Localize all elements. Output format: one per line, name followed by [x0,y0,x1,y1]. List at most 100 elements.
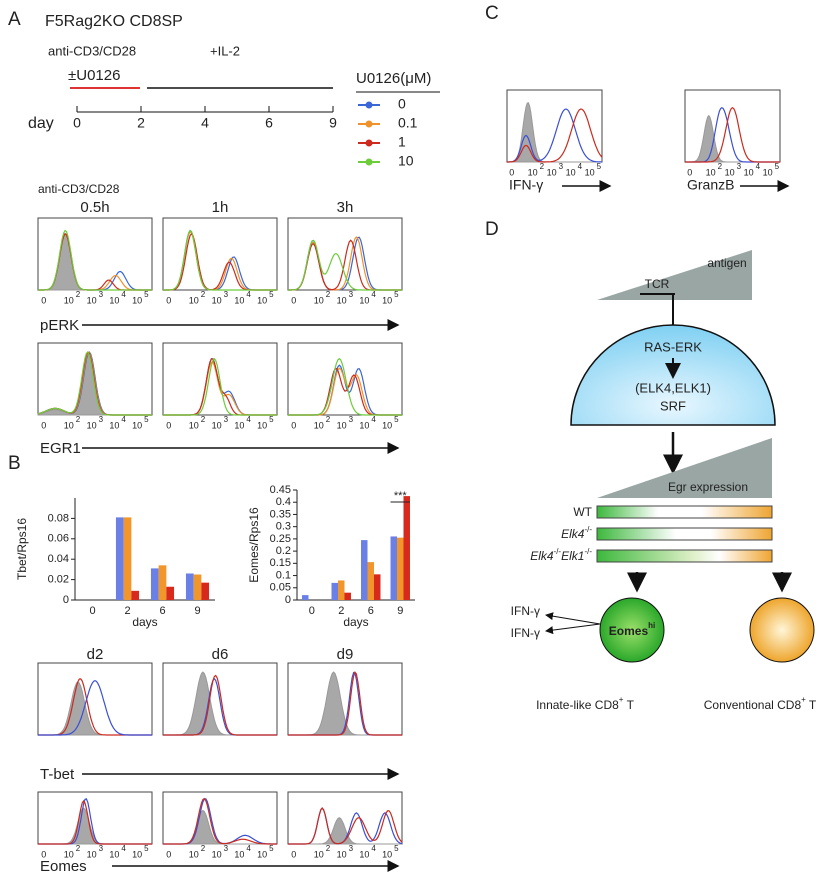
axis-tick-exponent: 3 [349,844,354,853]
axis-tick-exponent: 4 [246,844,251,853]
legend-title: U0126(μM) [356,70,431,87]
time-label: 1h [212,199,229,216]
histogram-frame [162,662,278,736]
histogram-frame [37,791,153,845]
bar [302,595,309,600]
genotype-gene: Elk4 [530,549,554,563]
axis-tick-label: 0 [509,167,514,177]
legend-label: 10 [398,153,414,169]
histogram-frame [684,89,781,163]
bar [361,540,368,600]
pathway-label: SRF [660,398,686,413]
histogram-curve [163,229,277,291]
axis-tick-label: 10 [314,849,324,859]
axis-tick-exponent: 3 [737,162,742,171]
x-tick-label: 2 [124,605,130,617]
x-tick-label: 0 [309,605,315,617]
y-tick-label: 0 [63,594,69,606]
secretion-arrow [545,623,601,635]
histogram-frame [287,342,403,416]
axis-tick-label: 10 [64,295,74,305]
axis-tick-exponent: 5 [269,290,274,299]
marker-label: EGR1 [40,440,81,457]
x-axis-label: days [343,615,368,629]
bar [131,590,140,600]
legend-marker [365,120,373,128]
cell-type-text: T [623,698,634,712]
x-tick-label: 6 [368,605,374,617]
axis-tick-exponent: 2 [201,415,206,424]
axis-tick-exponent: 3 [99,844,104,853]
y-tick-label: 0.3 [276,521,291,533]
axis-tick-label: 10 [132,849,142,859]
axis-tick-exponent: 4 [246,415,251,424]
axis-tick-label: 10 [234,849,244,859]
histogram-curve [38,799,152,845]
bar [373,574,381,600]
axis-tick-exponent: 4 [246,290,251,299]
eomes-label: Eomeshi [609,621,655,638]
x-tick-label: 0 [89,605,95,617]
genotype-gene: Elk1 [561,549,584,563]
histogram-curve [288,807,403,845]
cell-type-text: Conventional CD8 [704,698,802,712]
marker-label: pERK [40,317,79,334]
conventional-cell [749,597,815,663]
bar [158,565,167,600]
title: F5Rag2KO CD8SP [45,13,183,30]
egr-gradient [597,438,772,498]
histogram-curve [507,108,603,163]
marker-label: Eomes [40,858,87,875]
egr-label: Egr expression [668,480,748,494]
axis-tick-exponent: 5 [144,844,149,853]
axis-tick-exponent: 3 [559,162,564,171]
expression-bar [596,549,773,563]
y-tick-label: 0.06 [48,533,69,545]
axis-tick-exponent: 5 [144,290,149,299]
pathway-label: RAS-ERK [644,339,702,354]
axis-tick-exponent: 3 [349,415,354,424]
axis-tick-label: 10 [109,849,119,859]
label: day [28,115,54,132]
cytokine-label: IFN-γ [511,604,540,618]
genotype-gene: Elk4 [561,527,585,541]
y-tick-label: 0.02 [48,574,69,586]
axis-tick-label: 0 [291,295,296,305]
bar [150,568,159,600]
axis-tick-exponent: 3 [224,415,229,424]
histogram-curve [163,674,277,736]
time-label: d2 [87,646,104,663]
bar [338,580,345,600]
axis-tick-label: 10 [189,295,199,305]
cell-type-superscript: + [801,695,806,704]
axis-tick-label: 10 [64,420,74,430]
time-label: d6 [212,646,229,663]
axis-tick-label: 10 [132,420,142,430]
x-tick-label: 6 [159,605,165,617]
axis-tick-label: 0 [687,167,692,177]
axis-tick-label: 10 [763,167,773,177]
genotype-label: Elk4-/- [561,525,592,541]
histogram-curve [163,357,277,416]
panel-label: B [8,453,21,474]
axis-tick-exponent: 2 [76,290,81,299]
cell-type-text: Innate-like CD8 [536,698,619,712]
axis-tick-label: 10 [547,167,557,177]
cell-type-label: Conventional CD8+ T [704,695,817,712]
axis-tick-label: 10 [257,420,267,430]
cell-type-text: T [806,698,817,712]
legend-marker [365,158,373,166]
genotype-superscript: -/- [584,525,592,534]
legend-label: 0.1 [398,115,418,131]
axis-tick-label: 10 [585,167,595,177]
axis-tick-label: 10 [132,295,142,305]
axis-tick-label: 10 [359,849,369,859]
axis-tick-label: 10 [566,167,576,177]
axis-tick-exponent: 2 [326,415,331,424]
axis-tick-exponent: 4 [121,844,126,853]
innate-cell [599,597,665,663]
axis-tick-label: 10 [382,295,392,305]
y-axis-label: Tbet/Rps16 [15,518,29,580]
histogram-frame [37,662,153,736]
label: ±U0126 [68,67,120,84]
